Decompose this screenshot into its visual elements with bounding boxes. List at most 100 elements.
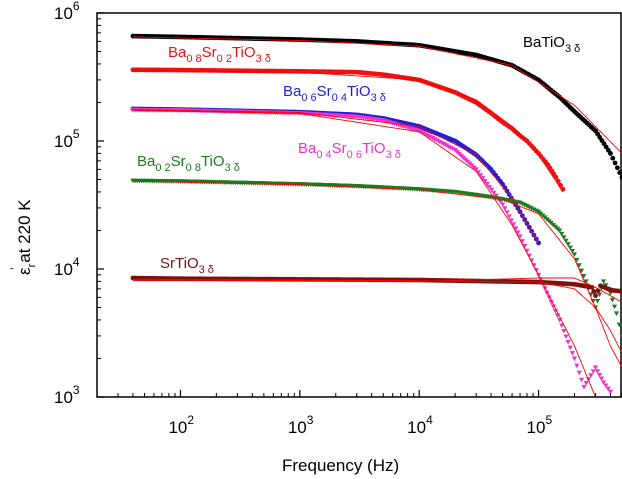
data-point (592, 365, 599, 371)
data-point (578, 268, 585, 274)
data-point (423, 132, 429, 138)
data-point (427, 134, 434, 140)
data-point (619, 333, 622, 339)
data-point (477, 173, 484, 178)
data-point (486, 184, 492, 190)
data-point (593, 293, 598, 298)
data-point (576, 370, 582, 376)
data-point (480, 176, 486, 181)
data-point (571, 356, 578, 362)
data-point (574, 363, 580, 369)
data-point (482, 179, 488, 184)
data-point (546, 295, 552, 300)
data-point (491, 190, 497, 196)
data-point (600, 380, 607, 386)
data-point (544, 290, 550, 296)
data-point (588, 373, 594, 378)
data-point (416, 128, 422, 134)
data-point (418, 130, 425, 135)
data-point (603, 383, 609, 389)
data-point (450, 146, 456, 152)
data-point (613, 311, 620, 316)
data-point (569, 248, 575, 254)
fit-line-ba04-fit (132, 109, 596, 397)
data-point (519, 239, 525, 244)
data-point (559, 323, 565, 329)
data-point (436, 139, 443, 145)
data-point (441, 142, 447, 147)
data-point (600, 279, 607, 285)
fit-line-ba08-fit (132, 70, 564, 193)
data-point (617, 170, 622, 175)
data-point (565, 242, 571, 247)
data-point (614, 165, 620, 171)
fit-line-batio3-fit (132, 36, 622, 154)
data-point (432, 137, 438, 142)
data-point (556, 228, 563, 234)
data-point (605, 386, 611, 392)
data-point (473, 167, 479, 172)
data-point (548, 299, 554, 305)
data-point (502, 206, 508, 211)
data-point (611, 304, 618, 310)
x-tick-label: 103 (288, 413, 314, 437)
fit-line-srtio3-fit-a (132, 278, 622, 354)
data-point (510, 222, 517, 227)
data-point (439, 140, 445, 146)
data-point (567, 245, 573, 251)
series-label-ba04: Ba0 4Sr0 6TiO3 δ (298, 140, 401, 161)
y-tick-label: 103 (54, 383, 80, 407)
data-point (445, 144, 451, 150)
data-point (515, 230, 521, 235)
data-point (421, 131, 427, 136)
data-point (559, 231, 565, 237)
data-point (506, 214, 512, 219)
data-point (607, 389, 614, 395)
data-point (484, 181, 490, 187)
data-point (619, 174, 622, 180)
data-point (569, 350, 575, 356)
series-labels: BaTiO3 δ Ba0 8Sr0 2TiO3 δ Ba0 6Sr0 4TiO3 δ… (137, 34, 580, 276)
data-point (567, 345, 573, 351)
data-point (553, 174, 559, 180)
fit-line-srtio3-fit-b (132, 277, 622, 303)
data-point (594, 369, 601, 374)
data-point (517, 234, 523, 239)
data-point (596, 292, 603, 298)
data-point (619, 288, 622, 294)
fit-line-ba02-fit (132, 180, 622, 368)
series-ba02 (130, 178, 622, 339)
data-point (522, 243, 528, 249)
fit-line-ba06-fit (132, 109, 539, 244)
x-tick-label: 104 (407, 413, 433, 437)
data-point (448, 145, 454, 151)
series-label-batio3: BaTiO3 δ (523, 34, 580, 55)
data-point (583, 380, 589, 386)
data-point (430, 136, 436, 141)
data-point (576, 263, 582, 268)
data-point (596, 372, 603, 378)
data-point (504, 210, 510, 215)
x-tick-label: 102 (168, 413, 194, 437)
data-point (565, 339, 571, 345)
data-point (488, 187, 495, 193)
series-label-srtio3: SrTiO3 δ (160, 255, 214, 276)
data-point (590, 369, 596, 374)
y-tick-label: 106 (54, 0, 80, 23)
series-label-ba08: Ba0 8Sr0 2TiO3 δ (168, 44, 271, 65)
data-point (574, 257, 580, 263)
data-point (475, 170, 481, 175)
data-point (594, 299, 601, 304)
data-point (591, 289, 597, 294)
series-label-ba02: Ba0 2Sr0 8TiO3 δ (137, 153, 240, 174)
data-point (598, 376, 605, 382)
data-point (443, 143, 449, 148)
plot-frame (96, 12, 622, 398)
y-axis-title-text: εr' at 220 K (8, 199, 38, 275)
data-point (581, 384, 587, 390)
y-tick-label: 104 (54, 255, 80, 279)
data-point (542, 286, 548, 291)
data-point (571, 252, 578, 258)
data-point (563, 334, 569, 340)
